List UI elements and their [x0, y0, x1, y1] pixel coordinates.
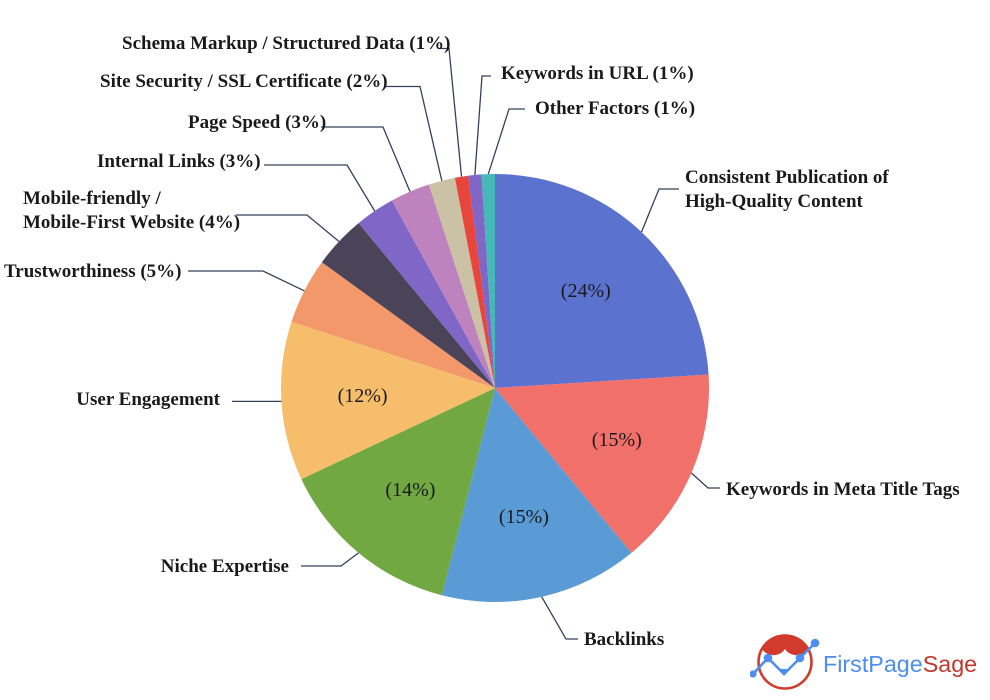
svg-text:(14%): (14%)	[385, 479, 435, 501]
svg-text:(15%): (15%)	[592, 429, 642, 451]
svg-text:(24%): (24%)	[561, 280, 611, 302]
svg-text:(15%): (15%)	[499, 506, 549, 528]
svg-text:(12%): (12%)	[338, 385, 388, 407]
svg-text:FirstPageSage: FirstPageSage	[823, 651, 977, 677]
